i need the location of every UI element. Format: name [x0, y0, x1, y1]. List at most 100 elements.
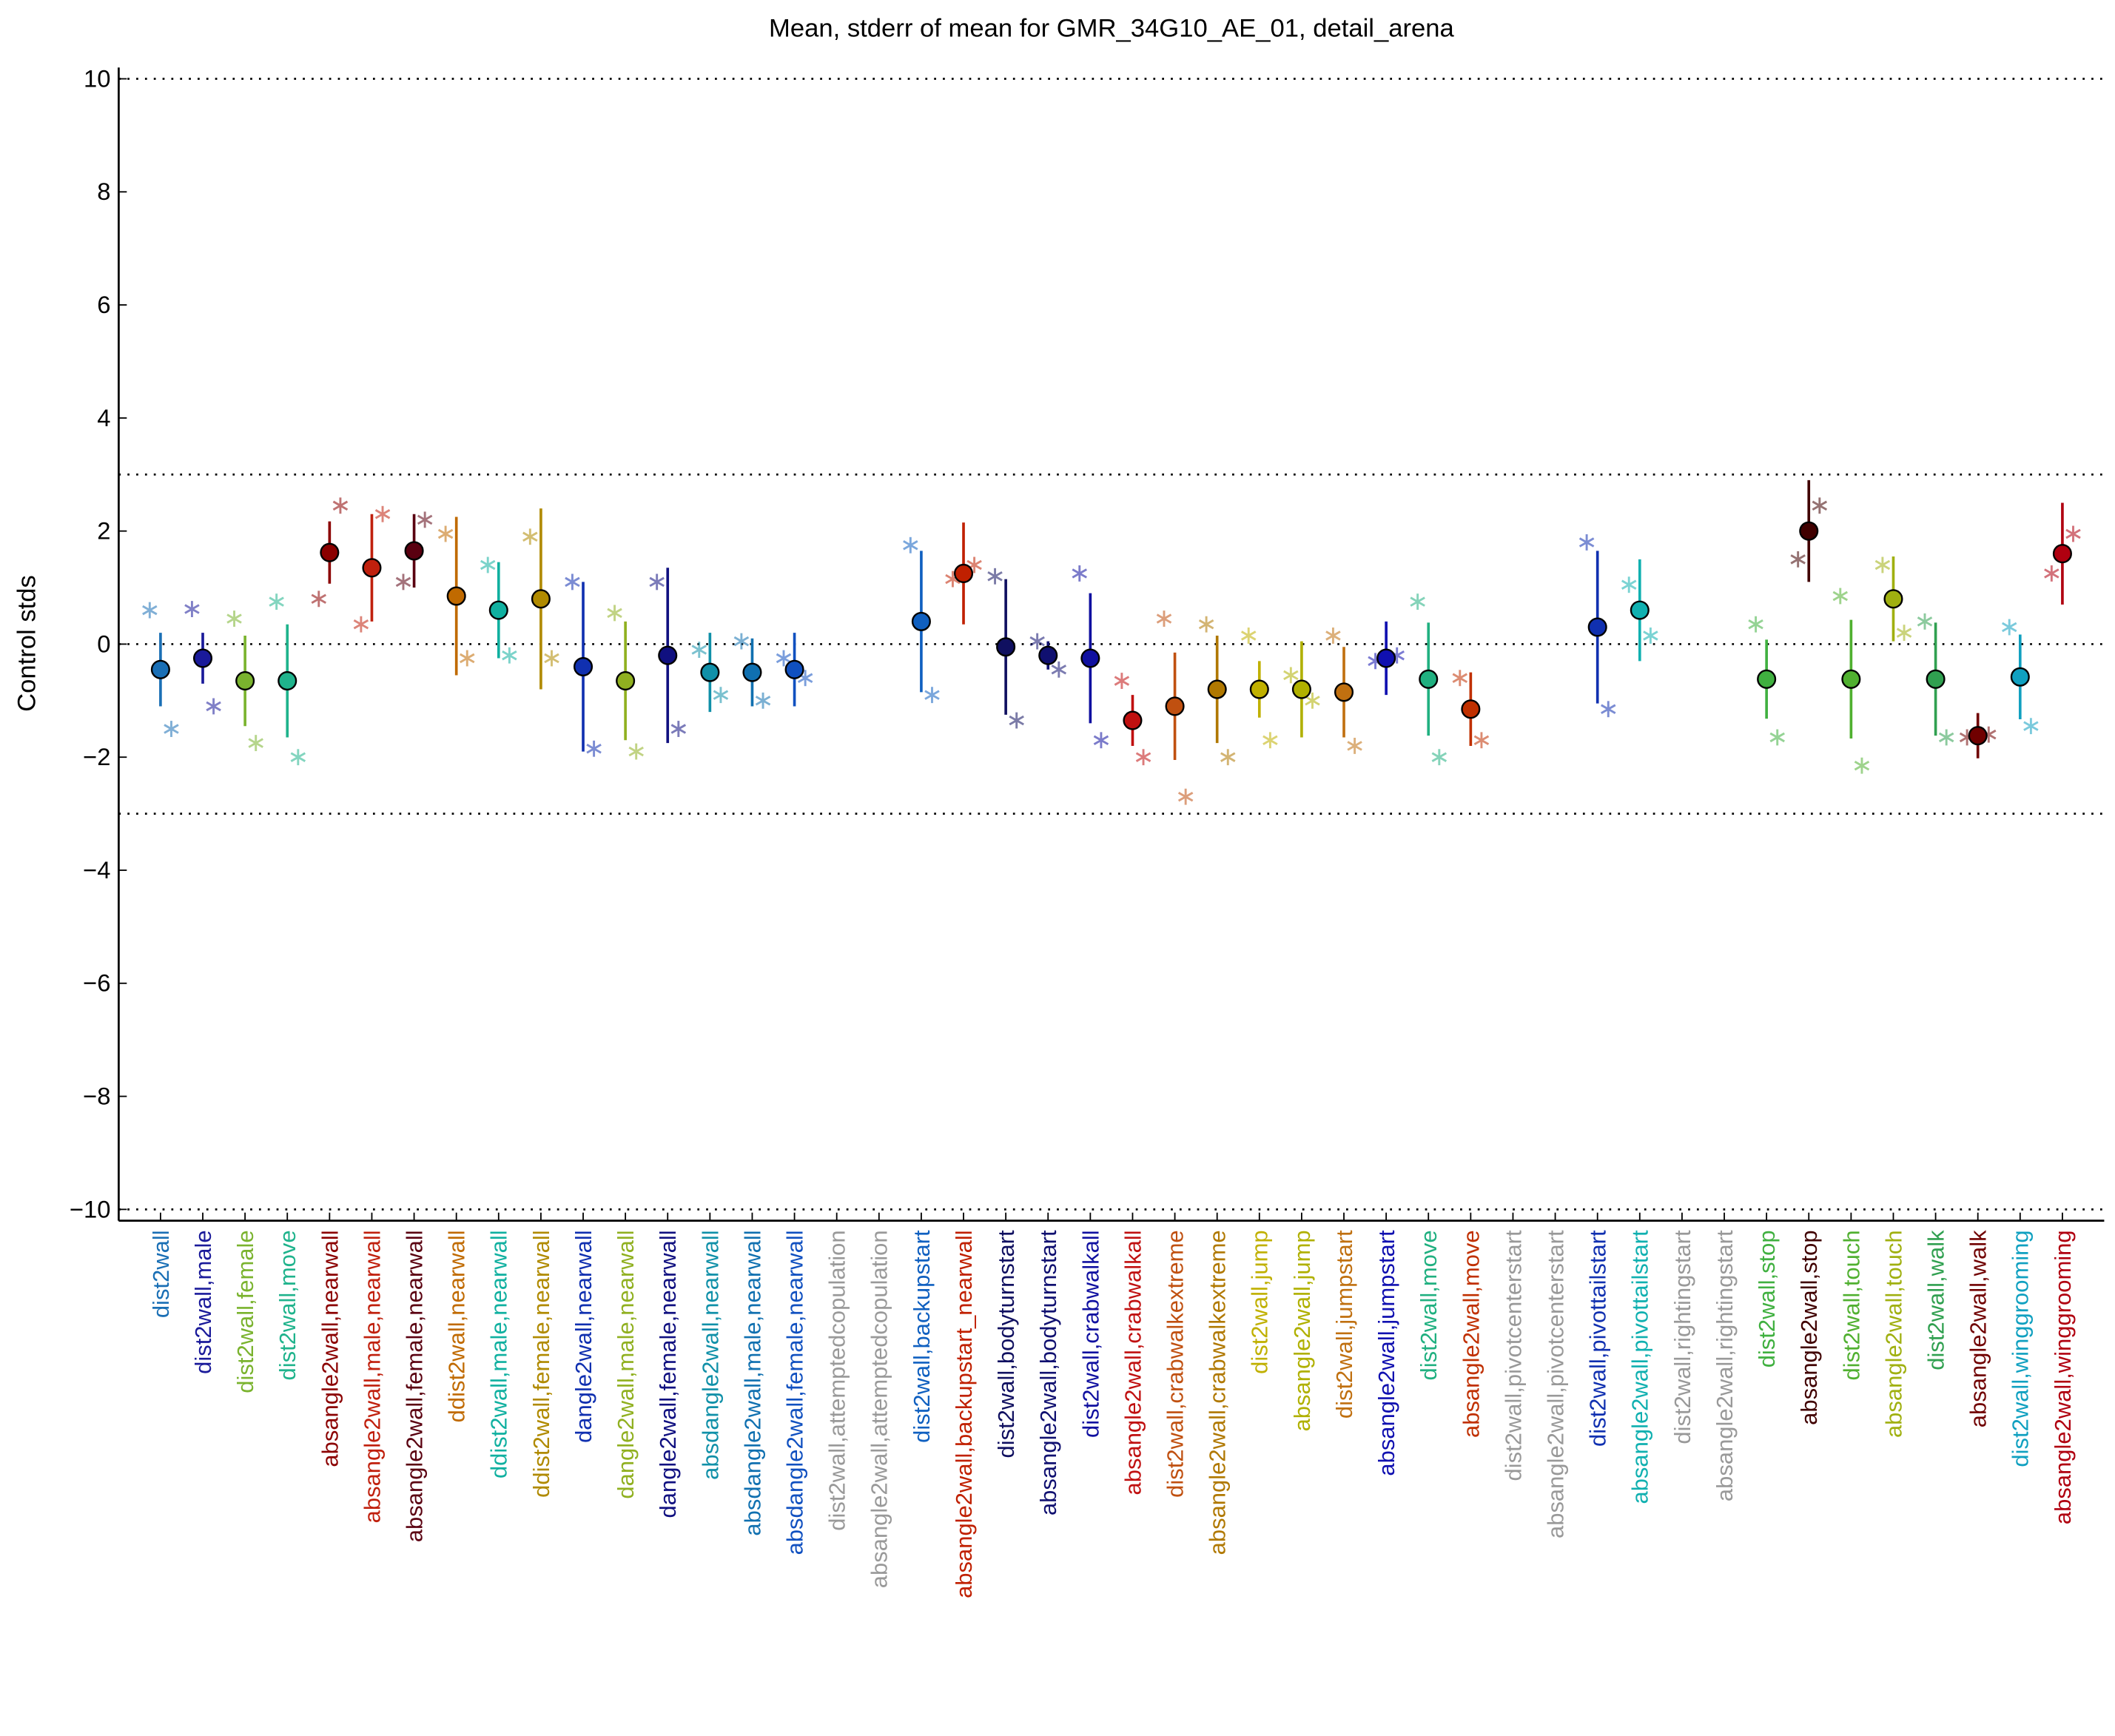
asterisk [1452, 670, 1468, 687]
asterisk [649, 573, 665, 591]
asterisk [1198, 616, 1214, 633]
x-tick-label: absangle2wall,stop [1796, 1230, 1822, 1424]
x-tick-label: dangle2wall,male,nearwall [613, 1230, 639, 1498]
asterisk [1283, 667, 1299, 684]
x-tick-label: absdangle2wall,nearwall [697, 1230, 723, 1479]
asterisk [2044, 565, 2059, 582]
asterisk [1621, 576, 1637, 593]
x-tick-label: absangle2wall,male,nearwall [359, 1230, 385, 1523]
mean-marker [1291, 679, 1311, 699]
mean-marker [1968, 726, 1988, 746]
asterisk [1262, 732, 1278, 749]
mean-marker [1883, 589, 1903, 609]
asterisk [1072, 565, 1088, 582]
asterisk [1347, 738, 1362, 754]
x-tick-label: dist2wall,crabwalkall [1077, 1230, 1103, 1438]
mean-marker [1926, 669, 1946, 689]
x-tick-label: dist2wall,jump [1247, 1230, 1273, 1374]
mean-marker [1123, 710, 1143, 730]
y-tick-label: 10 [84, 64, 110, 92]
x-tick-label: dist2wall,winggrooming [2008, 1230, 2034, 1467]
asterisk [2001, 619, 2017, 636]
y-tick-label: −6 [83, 969, 110, 997]
mean-marker [742, 662, 762, 682]
asterisk [1896, 625, 1912, 642]
x-tick-label: absangle2wall,female,nearwall [402, 1230, 428, 1542]
asterisk [206, 698, 221, 715]
x-tick-label: absangle2wall,winggrooming [2050, 1230, 2076, 1524]
x-tick-label: absangle2wall,walk [1966, 1230, 1991, 1427]
asterisk [628, 743, 644, 760]
asterisk [1220, 749, 1236, 766]
x-tick-label: absangle2wall,pivottailstart [1627, 1230, 1653, 1504]
x-tick-label: absdangle2wall,male,nearwall [739, 1230, 765, 1535]
asterisk [332, 497, 349, 514]
mean-marker [150, 659, 170, 679]
asterisk [1769, 729, 1785, 746]
mean-marker [2010, 667, 2030, 687]
asterisk [1601, 701, 1616, 718]
asterisk [1874, 556, 1891, 573]
asterisk [1748, 616, 1763, 633]
asterisk [311, 591, 327, 608]
asterisk [586, 740, 602, 757]
asterisk [395, 573, 411, 591]
asterisk [1240, 628, 1257, 644]
x-tick-label: dist2wall,pivottailstart [1585, 1230, 1611, 1447]
asterisk [2023, 718, 2039, 735]
asterisk [565, 573, 580, 591]
mean-marker [573, 656, 594, 677]
x-tick-label: absangle2wall,rightingstart [1712, 1230, 1738, 1501]
mean-marker [784, 659, 804, 679]
chart-title: Mean, stderr of mean for GMR_34G10_AE_01… [769, 14, 1455, 42]
x-tick-label: absangle2wall,pivotcenterstart [1543, 1230, 1569, 1538]
asterisk [480, 556, 496, 573]
asterisk [713, 687, 729, 704]
asterisk [269, 593, 284, 610]
y-tick-label: −4 [83, 856, 110, 884]
mean-marker [1757, 669, 1777, 689]
mean-marker [911, 611, 931, 631]
asterisk [1578, 534, 1595, 551]
y-tick-label: 6 [97, 291, 110, 318]
mean-marker [320, 542, 340, 562]
asterisk [1832, 588, 1849, 605]
asterisk [1790, 551, 1806, 568]
mean-marker [1038, 645, 1058, 665]
x-tick-label: ddist2wall,male,nearwall [486, 1230, 512, 1478]
x-tick-label: absangle2wall,touch [1880, 1230, 1906, 1438]
x-tick-label: absangle2wall,jump [1289, 1230, 1315, 1431]
x-tick-label: dist2wall,backupstart [909, 1230, 935, 1443]
x-tick-label: dist2wall,stop [1754, 1230, 1780, 1367]
x-tick-label: dist2wall,attemptedcopulation [824, 1230, 850, 1530]
asterisk [1938, 729, 1954, 746]
asterisk [924, 687, 940, 704]
y-tick-label: 8 [97, 178, 110, 205]
mean-marker [531, 589, 551, 609]
asterisk [374, 505, 391, 522]
y-tick-label: 4 [97, 404, 110, 431]
asterisk [1473, 732, 1490, 749]
asterisk [903, 536, 918, 554]
mean-marker [192, 648, 213, 668]
mean-marker [2052, 544, 2072, 564]
mean-marker [700, 662, 720, 682]
mean-marker [953, 563, 974, 583]
asterisk [226, 610, 242, 627]
x-tick-label: absangle2wall,nearwall [317, 1230, 343, 1467]
x-tick-label: absangle2wall,backupstart_nearwall [951, 1230, 977, 1598]
asterisk [1135, 749, 1151, 766]
y-tick-label: 2 [97, 517, 110, 545]
asterisk [544, 650, 559, 667]
x-tick-label: ddist2wall,nearwall [444, 1230, 470, 1422]
asterisk [460, 650, 475, 667]
mean-marker [404, 541, 424, 561]
asterisk [1854, 757, 1870, 774]
y-axis-label: Control stds [13, 575, 41, 712]
asterisk [164, 721, 179, 737]
mean-marker [278, 671, 297, 691]
mean-marker [1080, 648, 1100, 668]
x-tick-label: absdangle2wall,female,nearwall [782, 1230, 808, 1555]
x-tick-label: dist2wall,touch [1838, 1230, 1864, 1380]
